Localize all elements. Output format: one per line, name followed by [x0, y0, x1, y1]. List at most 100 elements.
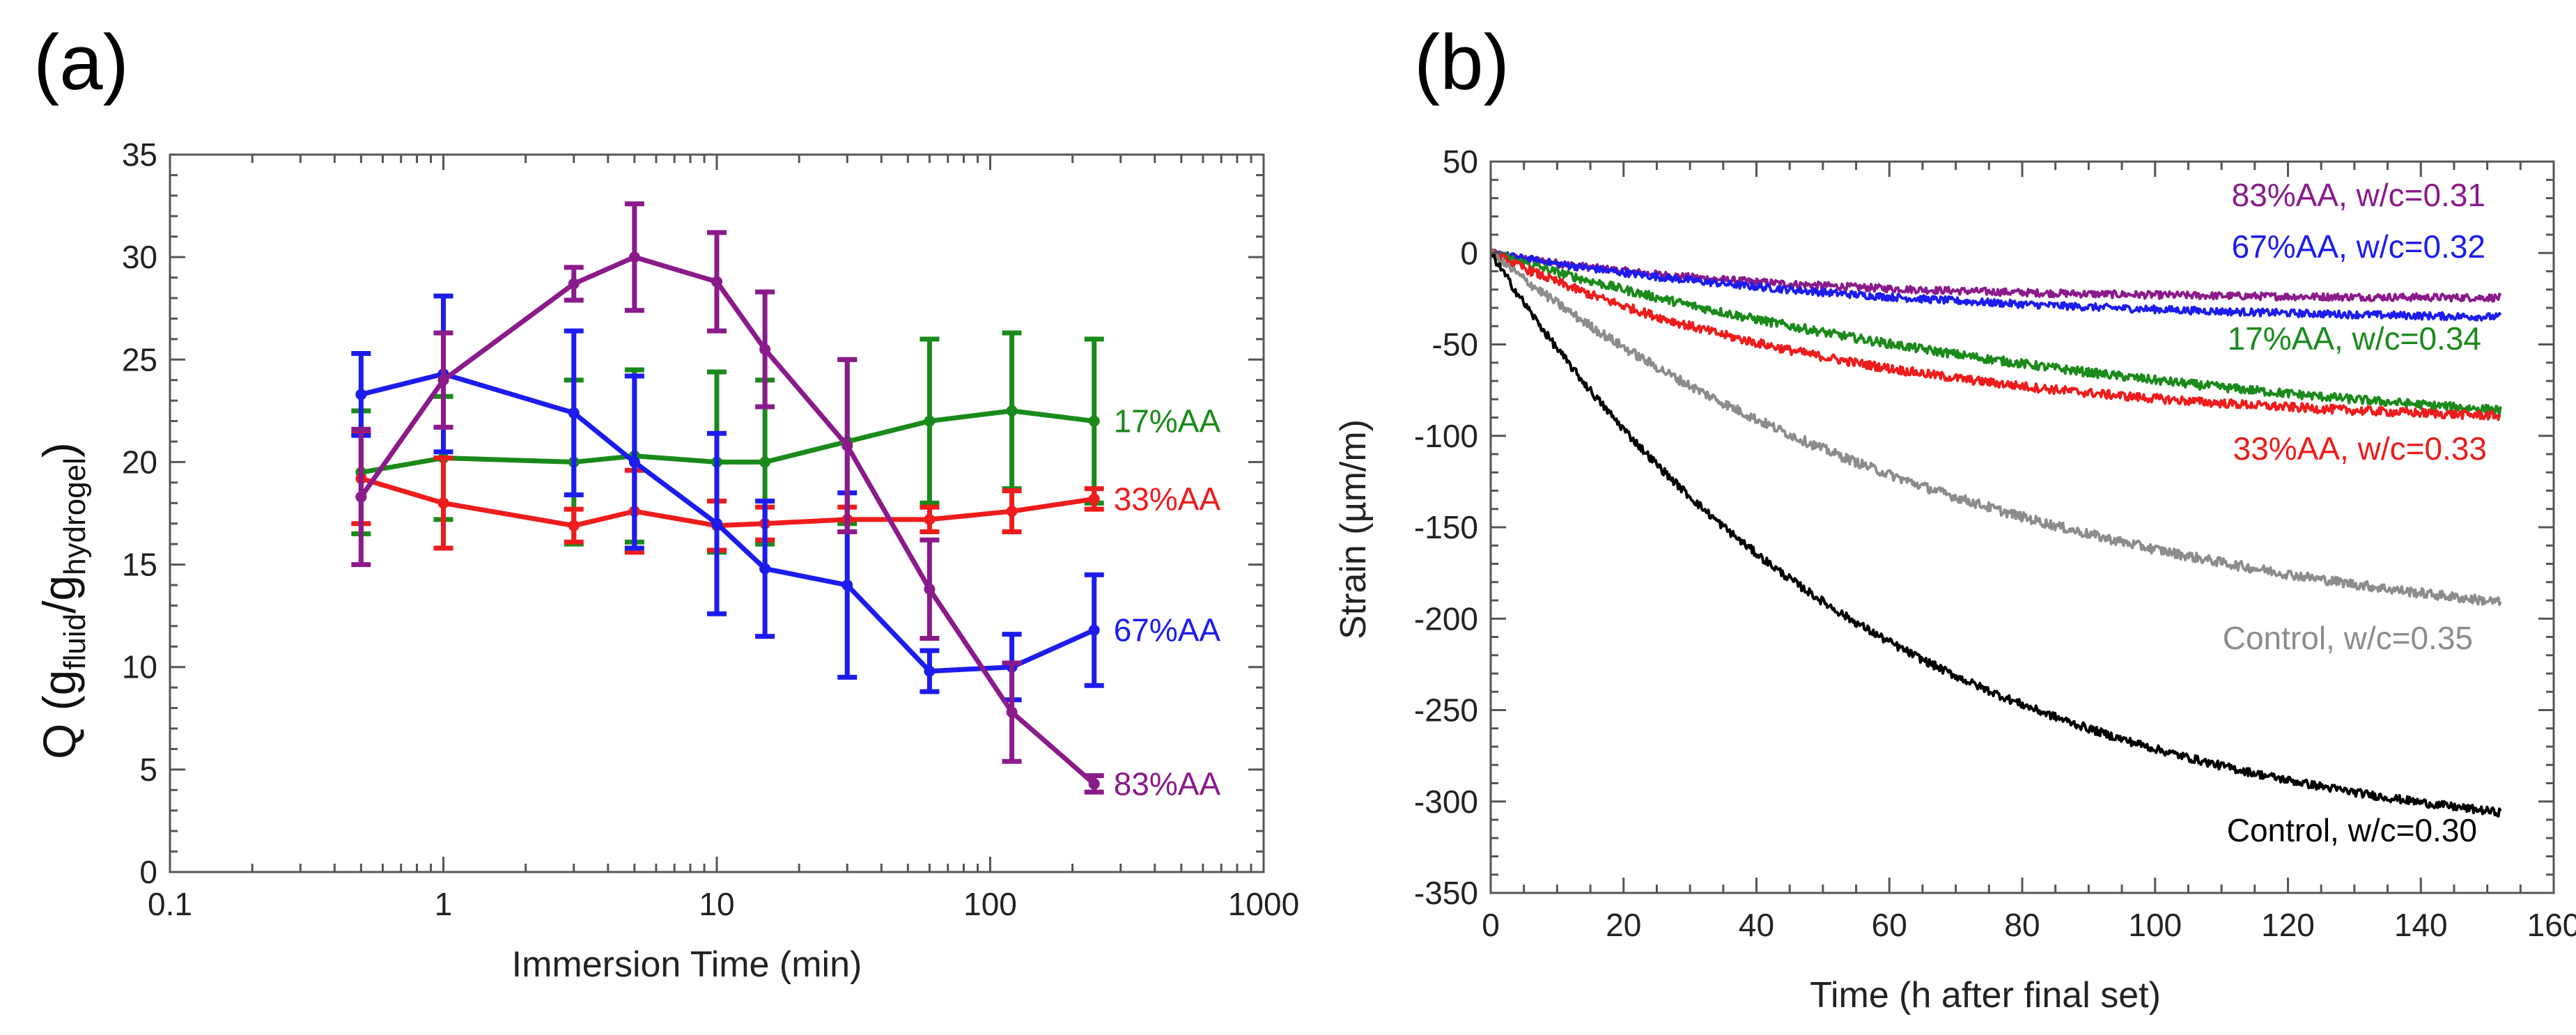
b-series-Control, w/c=0.30: [1490, 251, 2502, 818]
b-series-83%AA, w/c=0.31: [1489, 249, 2502, 303]
b-series-Control, w/c=0.35: [1489, 248, 2502, 606]
b-series-67%AA, w/c=0.32: [1489, 248, 2502, 322]
a-data-point: [1088, 493, 1100, 505]
b-xtick-label: 80: [2004, 907, 2040, 943]
b-series-label: 67%AA, w/c=0.32: [2232, 228, 2485, 265]
a-data-point: [924, 583, 936, 595]
b-series-line: [1489, 248, 2502, 322]
a-ytick-label: 20: [122, 444, 157, 480]
a-data-point: [711, 276, 722, 288]
b-ytick-label: -300: [1414, 784, 1478, 820]
a-xtick-label: 1: [435, 886, 453, 922]
b-series-line: [1489, 249, 2502, 303]
a-series-line: [360, 476, 1095, 529]
b-ytick-label: -200: [1414, 600, 1478, 637]
a-data-point: [924, 665, 936, 677]
a-data-point: [1088, 415, 1100, 427]
a-ytick-label: 35: [122, 137, 157, 173]
b-series-line: [1489, 249, 2501, 421]
b-series-line: [1490, 251, 2502, 818]
a-data-point: [437, 497, 449, 509]
b-series-label: 33%AA, w/c=0.33: [2233, 430, 2487, 467]
a-ytick-label: 30: [122, 239, 157, 275]
panel-b-series-labels: 83%AA, w/c=0.31 67%AA, w/c=0.32 17%AA, w/c…: [2223, 177, 2487, 848]
a-xtick-label: 1000: [1228, 886, 1299, 922]
panel-a-ticks: 0.1 1 10 100 1000 0 5 10 15 20 25 30 35: [122, 137, 1299, 922]
panel-b-label: (b): [1414, 19, 1510, 106]
ylabel-sub-fluid: fluid: [58, 614, 92, 670]
panel-a-plot-area: [351, 201, 1104, 795]
a-ytick-label: 5: [139, 752, 157, 788]
panel-a-label: (a): [33, 19, 129, 106]
a-data-point: [1088, 778, 1100, 790]
b-xtick-label: 0: [1482, 907, 1500, 943]
b-series-label: Control, w/c=0.35: [2223, 620, 2473, 656]
panel-b-x-axis-title: Time (h after final set): [1810, 975, 2161, 1015]
ylabel-q: Q (: [33, 695, 85, 759]
a-data-point: [1006, 405, 1018, 417]
b-xtick-label: 40: [1739, 907, 1774, 943]
panel-b: (b) 0 20 40 60 80 100 120 140 160 50 0 -50 -100 -150 -…: [1333, 19, 2576, 1015]
panel-a-x-axis-title: Immersion Time (min): [512, 944, 862, 985]
a-series-67%AA: [351, 293, 1104, 703]
a-series-line: [360, 371, 1096, 674]
ylabel-g1: g: [33, 670, 85, 696]
b-series-line: [1489, 248, 2502, 606]
ylabel-separator: /: [33, 600, 85, 614]
b-ytick-label: -50: [1432, 327, 1478, 363]
b-ytick-label: -350: [1414, 875, 1478, 911]
a-data-point: [628, 251, 640, 263]
a-data-point: [628, 456, 640, 468]
panel-a: (a) 0.1 1 10 100 1000 0 5 10 15 20 25 30 35 Immersio…: [33, 19, 1299, 985]
a-series-label: 33%AA: [1114, 481, 1221, 517]
a-data-point: [759, 563, 771, 575]
a-data-point: [924, 415, 936, 427]
ylabel-g2: g: [33, 575, 85, 601]
a-series-line: [359, 254, 1096, 786]
a-data-point: [841, 579, 853, 591]
b-xtick-label: 140: [2394, 907, 2448, 943]
b-series-33%AA, w/c=0.33: [1489, 249, 2501, 421]
a-data-point: [841, 439, 853, 451]
b-xtick-label: 60: [1872, 907, 1907, 943]
a-data-point: [568, 407, 580, 419]
panel-b-y-axis-title: Strain (µm/m): [1333, 419, 1374, 639]
a-data-point: [437, 374, 449, 386]
panel-a-series-labels: 17%AA 33%AA 67%AA 83%AA: [1114, 403, 1221, 802]
ylabel-close: ): [33, 442, 85, 458]
b-series-label: Control, w/c=0.30: [2227, 812, 2477, 848]
b-ytick-label: -250: [1414, 692, 1478, 729]
b-series-label: 17%AA, w/c=0.34: [2228, 320, 2481, 357]
b-xtick-label: 100: [2128, 907, 2182, 943]
b-series-label: 83%AA, w/c=0.31: [2232, 177, 2485, 213]
a-xtick-label: 100: [963, 886, 1017, 922]
a-series-label: 17%AA: [1114, 403, 1221, 439]
a-series-label: 67%AA: [1114, 612, 1221, 648]
a-data-point: [355, 389, 367, 400]
a-data-point: [759, 343, 771, 355]
a-ytick-label: 25: [122, 341, 157, 378]
ylabel-sub-hydrogel: hydrogel: [58, 458, 92, 575]
b-ytick-label: 50: [1443, 143, 1478, 180]
a-data-point: [711, 518, 722, 529]
a-data-point: [759, 456, 771, 468]
panel-a-y-axis-title: Q (gfluid/ghydrogel): [33, 442, 92, 759]
b-xtick-label: 120: [2261, 907, 2315, 943]
b-xtick-label: 20: [1606, 907, 1641, 943]
panel-b-frame: [1489, 160, 2555, 894]
b-xtick-label: 160: [2527, 907, 2576, 943]
a-data-point: [1088, 624, 1100, 636]
a-ytick-label: 10: [122, 649, 157, 685]
a-xtick-label: 10: [699, 886, 734, 922]
a-data-point: [1006, 706, 1018, 718]
a-series-83%AA: [351, 201, 1104, 795]
a-ytick-label: 0: [139, 854, 157, 890]
b-ytick-label: -100: [1414, 418, 1478, 454]
panel-b-plot-area: [1489, 248, 2502, 818]
a-data-point: [355, 491, 367, 503]
a-ytick-label: 15: [122, 547, 157, 583]
b-ytick-label: -150: [1414, 509, 1478, 545]
a-series-label: 83%AA: [1114, 765, 1221, 802]
a-series-line: [360, 408, 1095, 475]
